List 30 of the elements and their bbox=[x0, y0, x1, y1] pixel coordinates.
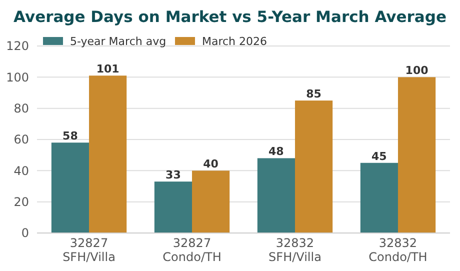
bar bbox=[360, 162, 398, 233]
y-tick-label: 0 bbox=[21, 226, 29, 240]
data-label: 48 bbox=[268, 145, 284, 158]
chart-title: Average Days on Market vs 5-Year March Average bbox=[14, 8, 446, 26]
bar bbox=[192, 170, 230, 233]
bar bbox=[154, 182, 192, 233]
bar bbox=[398, 77, 436, 233]
legend-label: 5-year March avg bbox=[70, 35, 166, 48]
data-label: 33 bbox=[166, 168, 181, 182]
y-tick-label: 40 bbox=[14, 164, 29, 178]
y-tick-label: 120 bbox=[6, 39, 29, 54]
legend-label: March 2026 bbox=[202, 35, 268, 48]
bar bbox=[89, 76, 127, 233]
x-tick-label: 32832 Condo/TH bbox=[368, 236, 428, 264]
x-tick-label: 32827 SFH/Villa bbox=[62, 236, 116, 264]
data-label: 100 bbox=[405, 64, 429, 78]
y-tick-label: 60 bbox=[14, 132, 29, 147]
x-tick-label: 32832 SFH/Villa bbox=[268, 236, 322, 264]
data-label: 40 bbox=[203, 158, 219, 171]
data-label: 45 bbox=[372, 150, 387, 163]
y-tick-label: 80 bbox=[14, 102, 29, 116]
y-tick-label: 100 bbox=[6, 70, 29, 84]
bar bbox=[51, 142, 90, 233]
y-tick-label: 20 bbox=[14, 195, 29, 210]
x-tick-label: 32827 Condo/TH bbox=[162, 236, 222, 264]
data-label: 58 bbox=[62, 130, 78, 143]
data-label: 85 bbox=[306, 88, 322, 101]
bar bbox=[257, 158, 295, 233]
bar bbox=[294, 100, 333, 233]
data-label: 101 bbox=[96, 62, 120, 76]
